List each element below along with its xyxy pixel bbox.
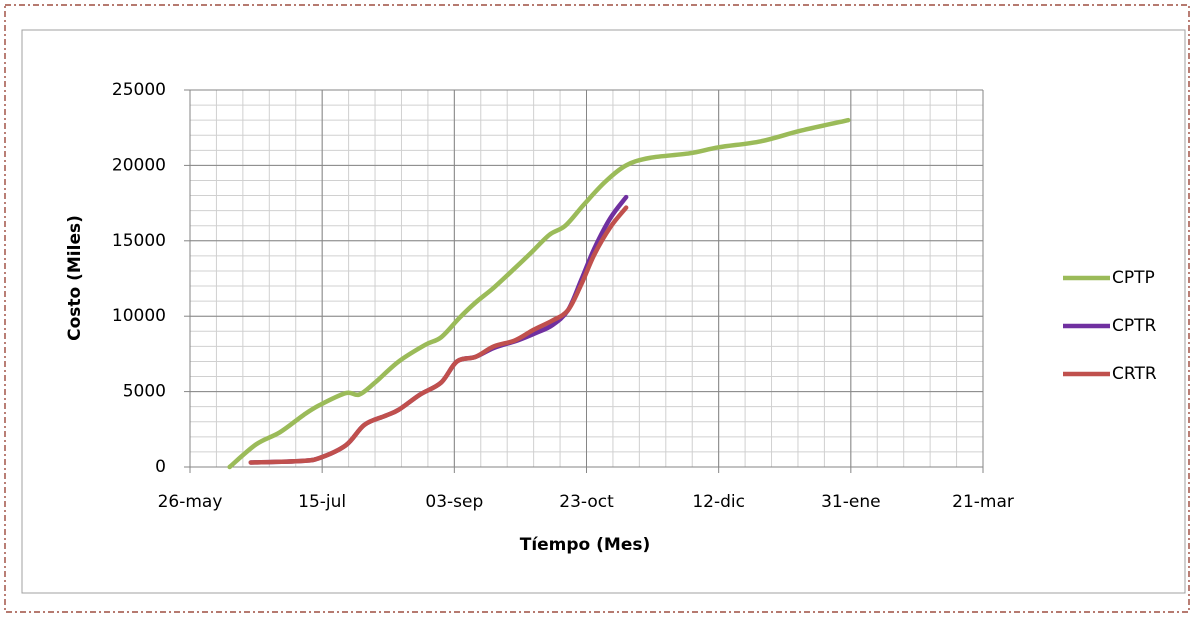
x-tick-label: 15-jul [298,492,346,512]
x-axis-title: Tíempo (Mes) [520,535,651,555]
series-line [227,117,851,470]
y-tick-label: 25000 [112,80,166,100]
y-tick-label: 20000 [112,155,166,175]
chart-frame [21,29,1186,594]
x-tick-label: 21-mar [952,492,1014,512]
x-tick-label: 31-ene [821,492,880,512]
y-axis-title: Costo (Miles) [65,215,85,341]
legend-label: CPTR [1112,316,1157,336]
y-tick-label: 10000 [112,306,166,326]
x-tick-label: 26-may [158,492,223,512]
y-tick-label: 15000 [112,231,166,251]
x-tick-label: 03-sep [425,492,483,512]
page-border [4,4,1190,613]
legend-label: CRTR [1112,364,1157,384]
y-tick-label: 5000 [123,382,166,402]
x-tick-label: 23-oct [559,492,614,512]
x-tick-label: 12-dic [692,492,745,512]
legend-label: CPTP [1112,268,1155,288]
y-tick-label: 0 [155,457,166,477]
series-line [248,205,629,465]
